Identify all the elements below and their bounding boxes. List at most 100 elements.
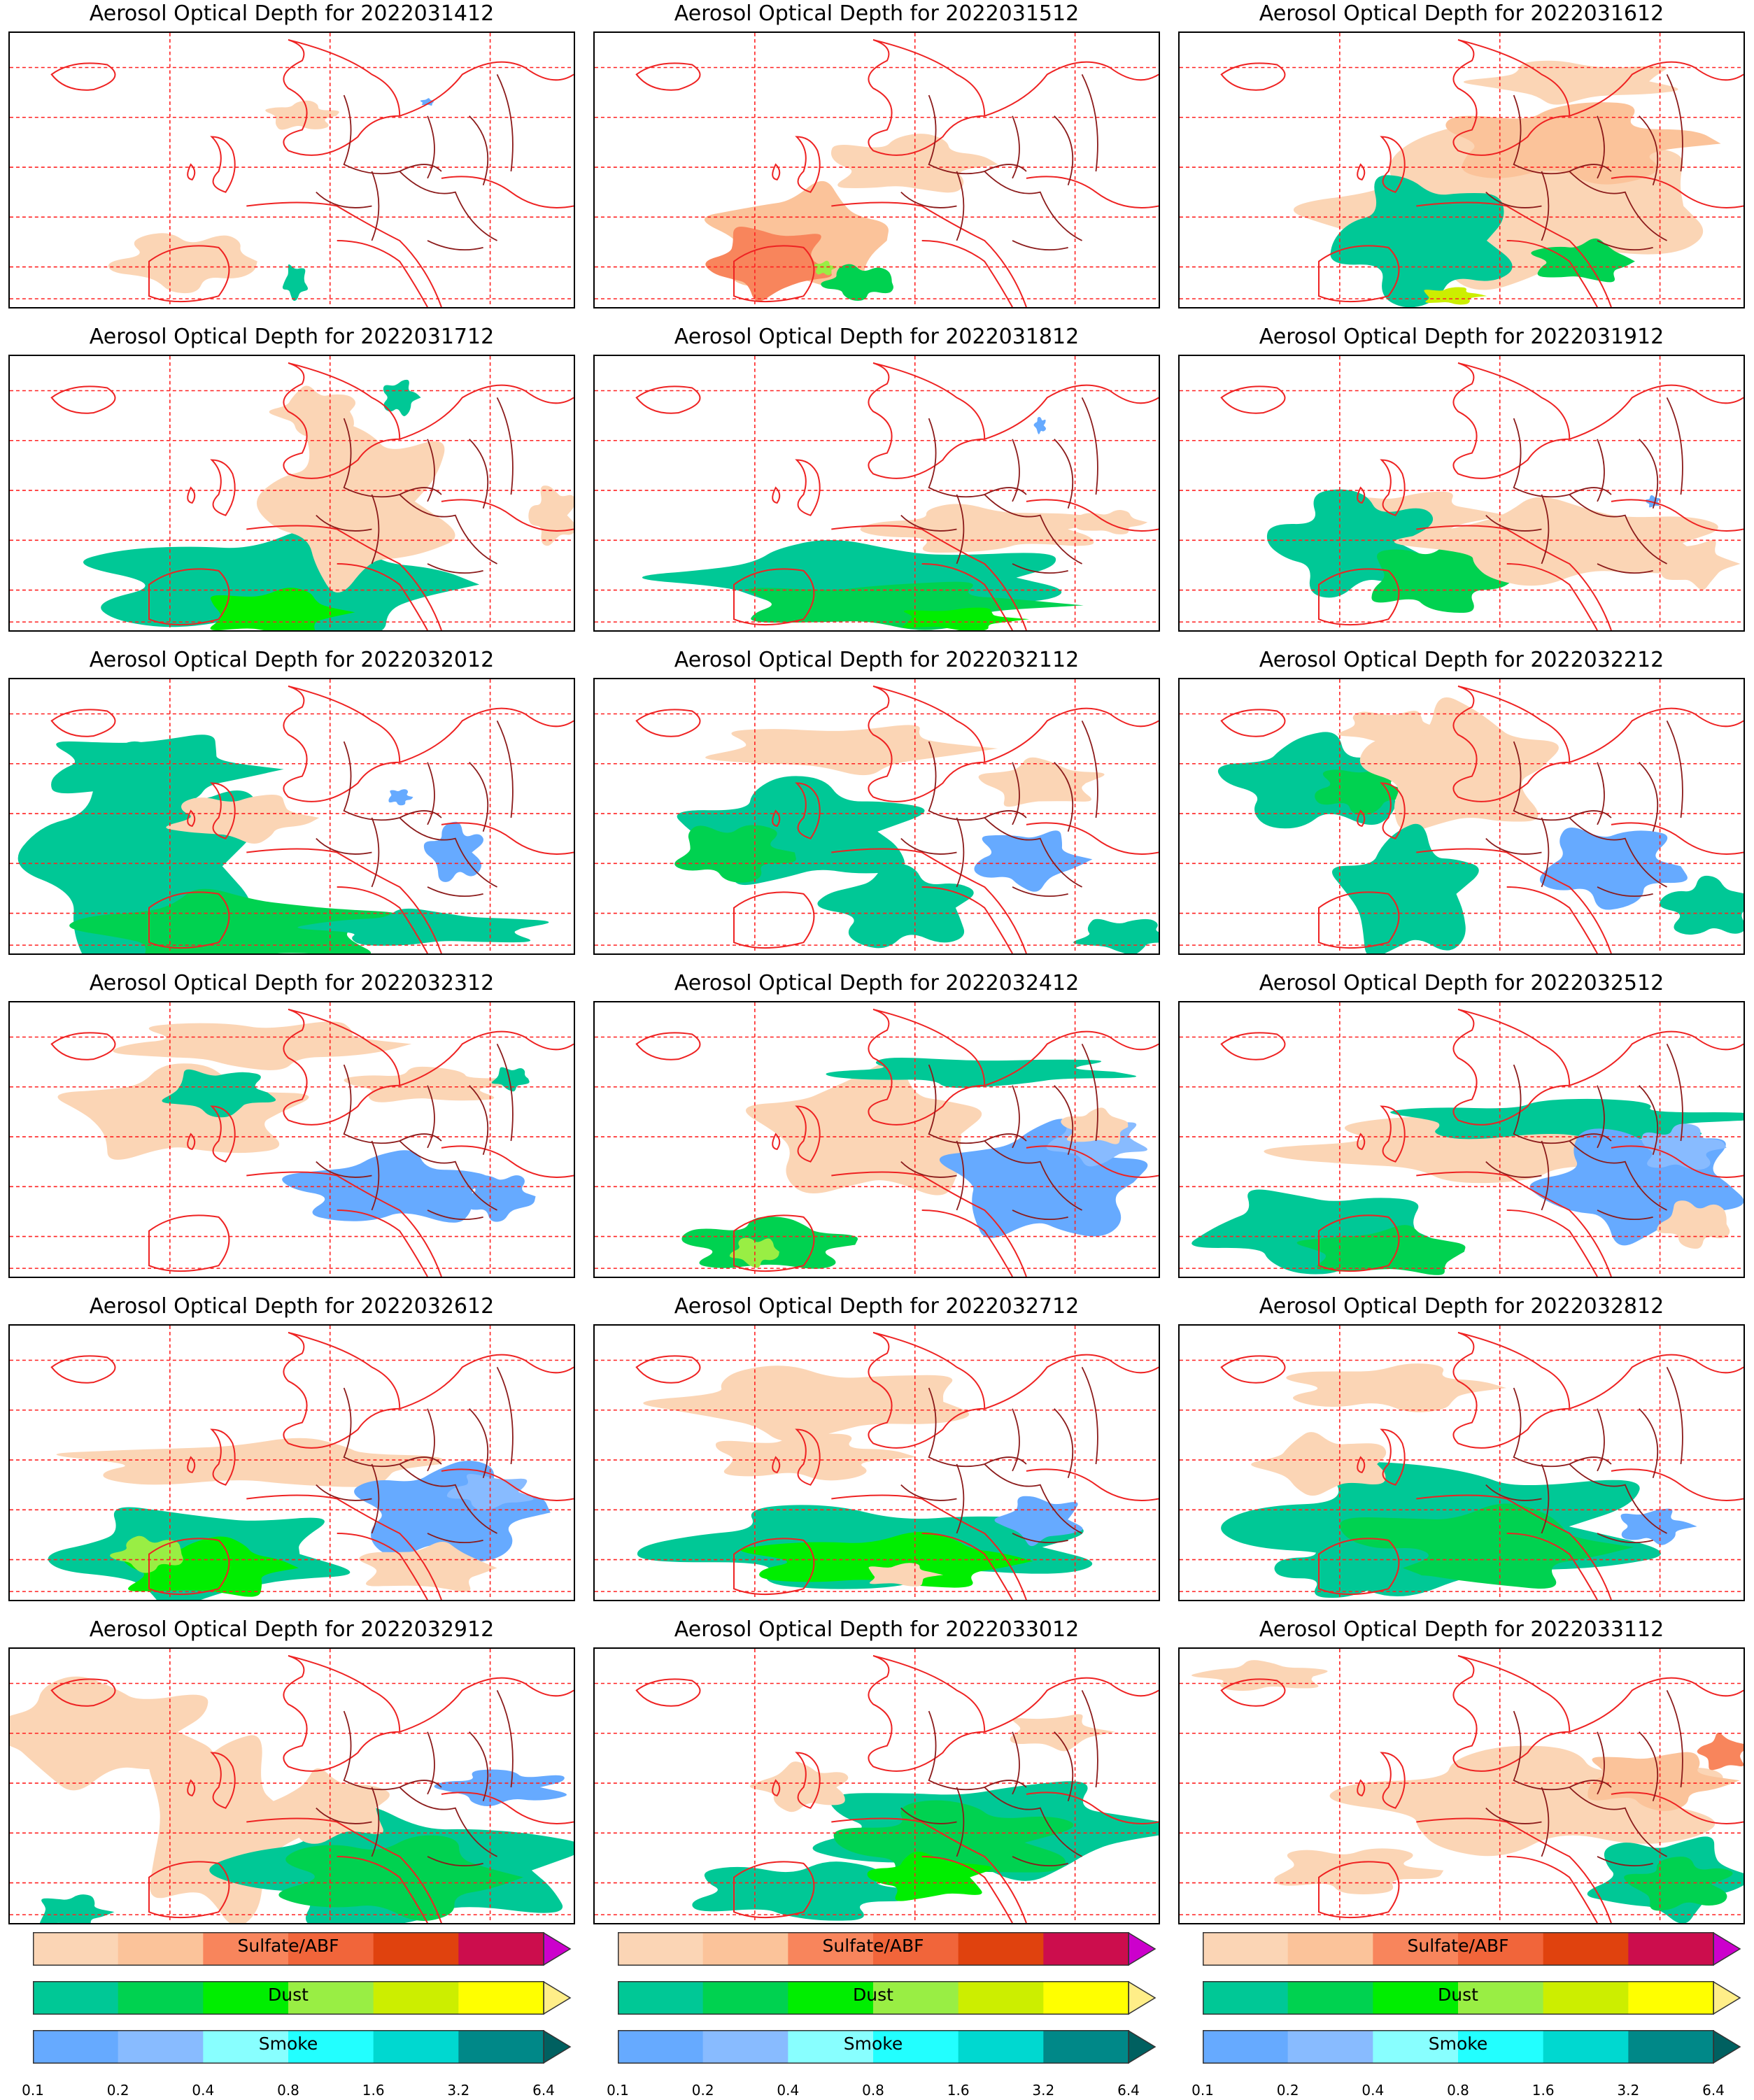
coastlines — [635, 1331, 1159, 1600]
colorbar-segment — [618, 2031, 704, 2063]
graticule — [1180, 679, 1744, 953]
colorbar-tick-label: 0.2 — [106, 2082, 129, 2099]
colorbar-label: Smoke — [1428, 2034, 1488, 2054]
colorbar-dust — [618, 1980, 1157, 2015]
map-panel: Aerosol Optical Depth for 2022031912 — [1178, 323, 1745, 632]
colorbar-segment — [702, 1933, 788, 1965]
aerosol-field-dus — [491, 1067, 530, 1092]
panel-title: Aerosol Optical Depth for 2022032612 — [89, 1294, 495, 1319]
coastlines — [1220, 1654, 1744, 1923]
panel-title: Aerosol Optical Depth for 2022031512 — [674, 1, 1080, 26]
colorbar-segment — [958, 1982, 1044, 2014]
colorbar-extend-arrow — [1128, 1980, 1157, 2015]
colorbar-segment — [1203, 1982, 1289, 2014]
aerosol-field-dus — [210, 588, 355, 630]
coastlines — [1220, 685, 1744, 953]
colorbar-segment — [1373, 1933, 1459, 1965]
colorbar-ticks: 0.1 0.2 0.4 0.8 1.6 3.2 6.4 — [1178, 2082, 1745, 2100]
map-panel: Aerosol Optical Depth for 2022031812 — [593, 323, 1160, 632]
aerosol-field-smk — [420, 98, 434, 106]
aerosol-map — [1178, 1647, 1745, 1924]
country-borders — [316, 1689, 514, 1867]
colorbar-extend-arrow — [1128, 1931, 1157, 1966]
aerosol-field-sul — [1274, 1848, 1444, 1894]
aerosol-field-dus — [740, 1531, 1033, 1588]
coastlines — [50, 362, 574, 630]
map-panel: Aerosol Optical Depth for 2022032312 — [8, 970, 575, 1278]
country-borders — [316, 720, 514, 898]
coastlines — [1220, 362, 1744, 630]
panel-title: Aerosol Optical Depth for 2022032112 — [674, 648, 1080, 672]
aerosol-map — [1178, 1001, 1745, 1278]
coastlines — [635, 362, 1159, 630]
colorbar-segment — [1458, 1982, 1544, 2014]
aerosol-field-dus — [1296, 1225, 1466, 1275]
aerosol-field-smk — [994, 1496, 1083, 1547]
colorbar-segment — [702, 1982, 788, 2014]
aerosol-map — [593, 1324, 1160, 1601]
aerosol-field-dus — [297, 908, 549, 946]
coastlines — [1220, 1008, 1744, 1277]
aerosol-field-sul — [1661, 539, 1741, 590]
colorbar-segment — [1373, 2031, 1459, 2063]
colorbar-segment — [1373, 1982, 1459, 2014]
aerosol-field-sul — [1061, 1107, 1129, 1144]
graticule — [1180, 1002, 1744, 1277]
aerosol-field-sul — [1286, 1363, 1506, 1412]
map-panel: Aerosol Optical Depth for 2022032412 — [593, 970, 1160, 1278]
colorbar-segment — [118, 2031, 204, 2063]
colorbar-tick-label: 0.8 — [1447, 2082, 1469, 2099]
aerosol-map — [593, 1001, 1160, 1278]
coastlines — [635, 1654, 1159, 1923]
country-borders — [900, 397, 1098, 574]
colorbar-tick-label: 6.4 — [532, 2082, 555, 2099]
aerosol-field-sul — [1010, 1714, 1116, 1752]
country-borders — [1485, 1043, 1683, 1221]
colorbar-segment — [1203, 2031, 1289, 2063]
aerosol-field-dus — [833, 1800, 1074, 1885]
aerosol-map — [8, 678, 575, 955]
aerosol-field-sul — [746, 1061, 982, 1196]
coastlines — [1220, 38, 1744, 307]
aerosol-field-smk — [1646, 495, 1661, 508]
aerosol-field-sul — [344, 1066, 517, 1102]
aerosol-field-sul — [1191, 1660, 1328, 1691]
graticule — [1180, 1649, 1744, 1923]
coastlines — [1220, 1331, 1744, 1600]
colorbar-segment — [203, 1933, 289, 1965]
colorbar-segment — [288, 1982, 374, 2014]
colorbar-sulfate — [618, 1931, 1157, 1966]
map-panel: Aerosol Optical Depth for 2022032112 — [593, 646, 1160, 955]
colorbar-label: Sulfate/ABF — [237, 1936, 339, 1956]
country-borders — [900, 720, 1098, 898]
colorbar-segment — [873, 1933, 959, 1965]
graticule — [10, 356, 574, 630]
map-panel: Aerosol Optical Depth for 2022031712 — [8, 323, 575, 632]
coastlines — [635, 685, 1159, 953]
coastlines — [50, 1331, 574, 1600]
colorbar-dust — [33, 1980, 572, 2015]
colorbar-segment — [458, 1982, 544, 2014]
colorbar-segment — [1543, 2031, 1629, 2063]
colorbar-segment — [458, 2031, 544, 2063]
colorbar-tick-label: 1.6 — [362, 2082, 385, 2099]
colorbar-tick-label: 0.1 — [1191, 2082, 1214, 2099]
aerosol-field-sul — [148, 1735, 317, 1923]
colorbar-segment — [788, 1982, 874, 2014]
aerosol-map — [1178, 678, 1745, 955]
map-panel: Aerosol Optical Depth for 2022033012 — [593, 1616, 1160, 1924]
aerosol-field-dus — [383, 379, 421, 416]
panel-title: Aerosol Optical Depth for 2022031412 — [89, 1, 495, 26]
colorbar-segment — [1287, 1982, 1373, 2014]
panel-title: Aerosol Optical Depth for 2022032012 — [89, 648, 495, 672]
colorbar-smoke — [1203, 2029, 1741, 2064]
colorbar-tick-label: 3.2 — [447, 2082, 470, 2099]
colorbar-segment — [1458, 1933, 1544, 1965]
colorbar-segment — [1287, 2031, 1373, 2063]
colorbar-label: Dust — [268, 1985, 309, 2005]
aerosol-field-sul — [265, 100, 339, 130]
country-borders — [316, 397, 514, 574]
aerosol-map — [8, 1001, 575, 1278]
aerosol-field-dus — [903, 607, 1030, 630]
map-panel: Aerosol Optical Depth for 2022032612 — [8, 1293, 575, 1601]
